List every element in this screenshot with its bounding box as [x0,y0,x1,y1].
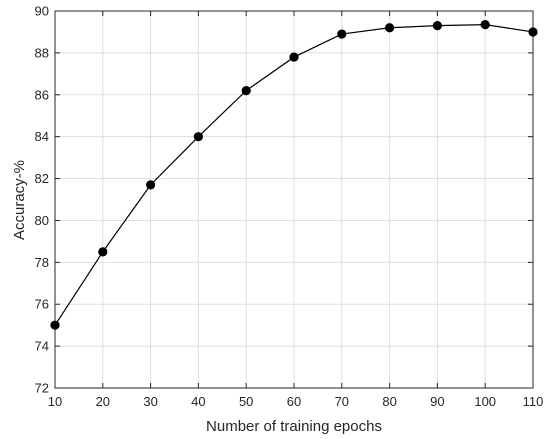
y-axis-label: Accuracy-% [11,160,28,240]
y-tick-label: 88 [35,45,49,60]
data-point [432,21,442,31]
x-tick-label: 30 [143,394,157,409]
data-point [480,20,490,30]
y-tick-label: 80 [35,213,49,228]
data-point [98,247,108,257]
data-point [528,27,538,37]
x-tick-labels: 10 20 30 40 50 60 70 80 90 100 110 [48,394,544,409]
x-tick-label: 10 [48,394,62,409]
accuracy-series-markers [50,20,538,330]
x-tick-label: 70 [335,394,349,409]
data-point [385,23,395,33]
data-point [241,85,251,96]
x-tick-label: 80 [382,394,396,409]
grid-lines [54,10,534,389]
data-point [146,180,156,190]
data-point [337,29,347,39]
x-tick-label: 100 [474,394,496,409]
x-tick-label: 90 [430,394,444,409]
x-tick-label: 60 [287,394,301,409]
y-tick-label: 84 [35,129,49,144]
data-point [193,132,203,142]
data-point [289,52,299,62]
x-tick-label: 50 [239,394,253,409]
y-tick-label: 72 [35,381,49,396]
y-tick-label: 90 [35,4,49,19]
x-tick-label: 40 [191,394,205,409]
axis-ticks [54,10,534,389]
y-tick-label: 82 [35,171,49,186]
y-tick-label: 86 [35,87,49,102]
y-tick-label: 78 [35,255,49,270]
x-tick-label: 20 [96,394,110,409]
y-tick-labels: 72 74 76 78 80 82 84 86 88 90 [35,4,49,396]
x-axis-label: Number of training epochs [206,418,382,435]
y-tick-label: 76 [35,297,49,312]
data-point [50,320,60,330]
x-tick-label: 110 [523,394,544,409]
y-tick-label: 74 [35,339,49,354]
